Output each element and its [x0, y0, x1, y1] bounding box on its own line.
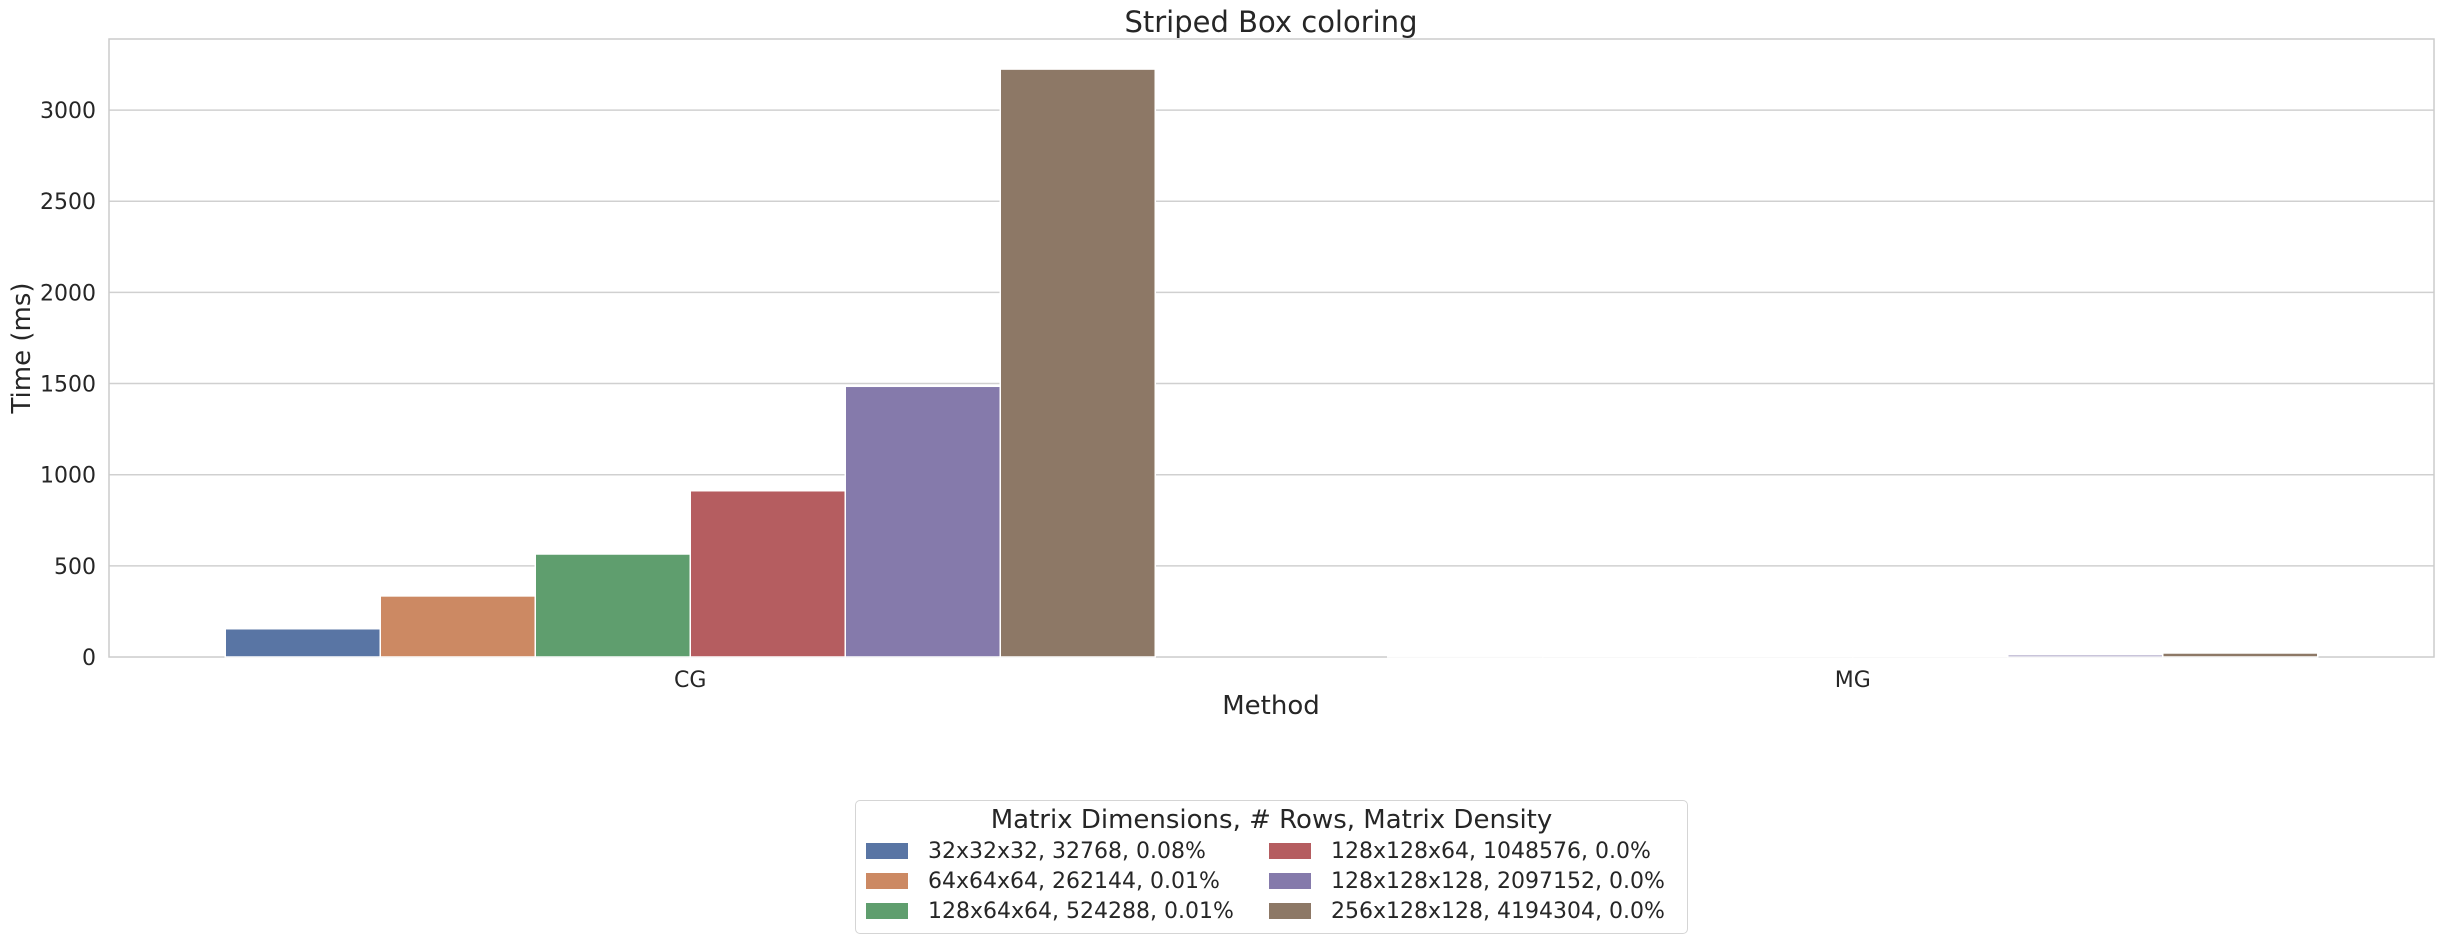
bar-cg-series-4 — [689, 489, 846, 658]
bar-mg-series-6 — [2162, 652, 2319, 658]
legend-label: 256x128x128, 4194304, 0.0% — [1331, 898, 1665, 924]
bar-cg-series-5 — [844, 385, 1001, 658]
chart-title: Striped Box coloring — [1124, 5, 1417, 39]
legend-label: 64x64x64, 262144, 0.01% — [928, 868, 1220, 894]
x-tick-label-cg: CG — [674, 668, 706, 693]
legend-item: 32x32x32, 32768, 0.08% — [866, 836, 1206, 866]
legend-swatch — [1269, 873, 1311, 889]
bar-cg-series-2 — [379, 595, 536, 658]
bar-mg-series-3 — [1697, 655, 1854, 658]
y-tick-label: 1500 — [40, 373, 96, 398]
bar-mg-series-5 — [2007, 654, 2164, 658]
legend-label: 128x128x128, 2097152, 0.0% — [1331, 868, 1665, 894]
y-tick-label: 3000 — [40, 99, 96, 124]
legend-swatch — [866, 873, 908, 889]
legend: Matrix Dimensions, # Rows, Matrix Densit… — [855, 800, 1688, 934]
y-tick-label: 1000 — [40, 464, 96, 489]
legend-label: 128x128x64, 1048576, 0.0% — [1331, 838, 1651, 864]
legend-item: 128x128x128, 2097152, 0.0% — [1269, 866, 1665, 896]
y-tick-label: 0 — [82, 646, 96, 671]
legend-swatch — [1269, 843, 1311, 859]
legend-item: 128x128x64, 1048576, 0.0% — [1269, 836, 1651, 866]
legend-item: 256x128x128, 4194304, 0.0% — [1269, 896, 1665, 926]
bar-cg-series-1 — [224, 627, 381, 658]
bar-mg-series-4 — [1852, 655, 2009, 658]
y-tick-labels: 0 500 1000 1500 2000 2500 3000 — [40, 99, 96, 671]
legend-swatch — [866, 903, 908, 919]
y-tick-label: 2000 — [40, 281, 96, 306]
x-axis-label: Method — [1222, 691, 1320, 721]
y-axis-label: Time (ms) — [7, 282, 37, 414]
legend-label: 32x32x32, 32768, 0.08% — [928, 838, 1206, 864]
legend-label: 128x64x64, 524288, 0.01% — [928, 898, 1234, 924]
legend-title: Matrix Dimensions, # Rows, Matrix Densit… — [990, 805, 1553, 835]
y-tick-label: 500 — [54, 555, 96, 580]
legend-item: 64x64x64, 262144, 0.01% — [866, 866, 1220, 896]
bar-cg-series-3 — [534, 553, 691, 658]
x-tick-label-mg: MG — [1835, 668, 1871, 693]
legend-swatch — [866, 843, 908, 859]
plot-frame — [108, 38, 2435, 658]
x-tick-labels: CG MG — [674, 668, 1871, 693]
y-tick-label: 2500 — [40, 190, 96, 215]
bar-cg-series-6 — [999, 68, 1156, 658]
legend-item: 128x64x64, 524288, 0.01% — [866, 896, 1234, 926]
legend-swatch — [1269, 903, 1311, 919]
gridlines — [109, 109, 2434, 567]
bars — [224, 68, 2319, 658]
